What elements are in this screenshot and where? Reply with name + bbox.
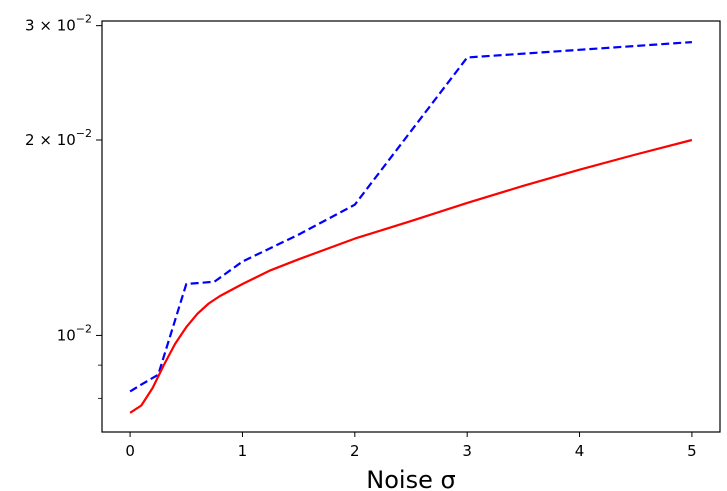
- x-tick-label: 1: [238, 442, 248, 460]
- plot-frame: [101, 20, 721, 433]
- y-axis: 10−2 2 × 10−2 3 × 10−2: [25, 13, 102, 399]
- x-axis: 0 1 2 3 4 5: [125, 432, 697, 460]
- y-tick-label: 10−2: [57, 322, 92, 344]
- y-tick-label: 2 × 10−2: [25, 127, 92, 149]
- x-tick-label: 4: [575, 442, 585, 460]
- x-tick-label: 5: [687, 442, 697, 460]
- x-axis-label: Noise σ: [366, 466, 455, 491]
- series-line-1: [129, 41, 692, 393]
- x-tick-label: 0: [125, 442, 135, 460]
- x-tick-label: 2: [350, 442, 360, 460]
- series-line-2: [129, 138, 693, 414]
- series-layer: [129, 41, 693, 414]
- y-tick-label: 3 × 10−2: [25, 13, 92, 35]
- x-tick-label: 3: [462, 442, 472, 460]
